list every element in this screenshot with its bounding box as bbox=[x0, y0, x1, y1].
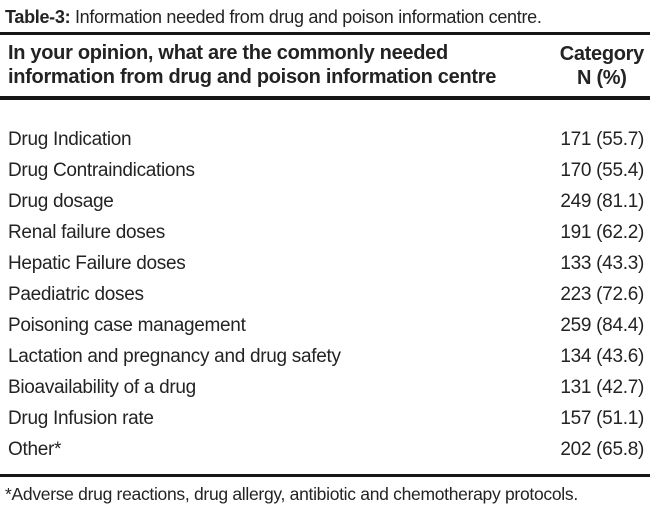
table-row: Paediatric doses 223 (72.6) bbox=[8, 279, 644, 310]
row-value: 170 (55.4) bbox=[560, 159, 644, 181]
row-item-label: Bioavailability of a drug bbox=[8, 376, 196, 398]
header-category: Category N (%) bbox=[559, 41, 645, 90]
table-row: Bioavailability of a drug 131 (42.7) bbox=[8, 372, 644, 403]
header-category-label: Category bbox=[559, 43, 645, 65]
table-body: Drug Indication 171 (55.7) Drug Contrain… bbox=[0, 100, 650, 474]
header-question-line2: information from drug and poison informa… bbox=[8, 66, 497, 88]
table-row: Renal failure doses 191 (62.2) bbox=[8, 217, 644, 248]
row-value: 157 (51.1) bbox=[560, 407, 644, 429]
row-item-label: Other* bbox=[8, 438, 62, 460]
row-value: 223 (72.6) bbox=[560, 283, 644, 305]
row-value: 133 (43.3) bbox=[560, 252, 644, 274]
row-value: 134 (43.6) bbox=[560, 345, 644, 367]
row-value: 249 (81.1) bbox=[560, 190, 644, 212]
table-caption-text: Information needed from drug and poison … bbox=[70, 7, 542, 27]
header-category-sub: N (%) bbox=[577, 67, 627, 89]
table-row: Drug Infusion rate 157 (51.1) bbox=[8, 403, 644, 434]
rule-under-header bbox=[0, 96, 650, 100]
table-row: Lactation and pregnancy and drug safety … bbox=[8, 341, 644, 372]
row-item-label: Drug Infusion rate bbox=[8, 407, 154, 429]
row-item-label: Lactation and pregnancy and drug safety bbox=[8, 345, 341, 367]
table-row: Hepatic Failure doses 133 (43.3) bbox=[8, 248, 644, 279]
row-value: 259 (84.4) bbox=[560, 314, 644, 336]
rule-bottom bbox=[0, 474, 650, 477]
row-item-label: Poisoning case management bbox=[8, 314, 246, 336]
row-item-label: Drug Contraindications bbox=[8, 159, 195, 181]
table-row: Drug dosage 249 (81.1) bbox=[8, 186, 644, 217]
row-item-label: Paediatric doses bbox=[8, 283, 144, 305]
row-value: 131 (42.7) bbox=[560, 376, 644, 398]
row-value: 191 (62.2) bbox=[560, 221, 644, 243]
table-row: Drug Contraindications 170 (55.4) bbox=[8, 155, 644, 186]
table-caption: Table-3: Information needed from drug an… bbox=[0, 0, 650, 32]
table-row: Poisoning case management 259 (84.4) bbox=[8, 310, 644, 341]
row-item-label: Drug Indication bbox=[8, 128, 132, 150]
table-header-row: In your opinion, what are the commonly n… bbox=[0, 35, 650, 96]
header-question-line1: In your opinion, what are the commonly n… bbox=[8, 42, 448, 64]
row-item-label: Hepatic Failure doses bbox=[8, 252, 186, 274]
rule-top bbox=[0, 32, 650, 35]
row-value: 171 (55.7) bbox=[560, 128, 644, 150]
row-value: 202 (65.8) bbox=[560, 438, 644, 460]
row-item-label: Drug dosage bbox=[8, 190, 114, 212]
table-row: Drug Indication 171 (55.7) bbox=[8, 124, 644, 155]
table-row: Other* 202 (65.8) bbox=[8, 434, 644, 465]
table-footnote: *Adverse drug reactions, drug allergy, a… bbox=[5, 484, 578, 504]
header-question: In your opinion, what are the commonly n… bbox=[8, 41, 496, 89]
table-caption-label: Table-3: bbox=[5, 7, 71, 27]
row-item-label: Renal failure doses bbox=[8, 221, 165, 243]
